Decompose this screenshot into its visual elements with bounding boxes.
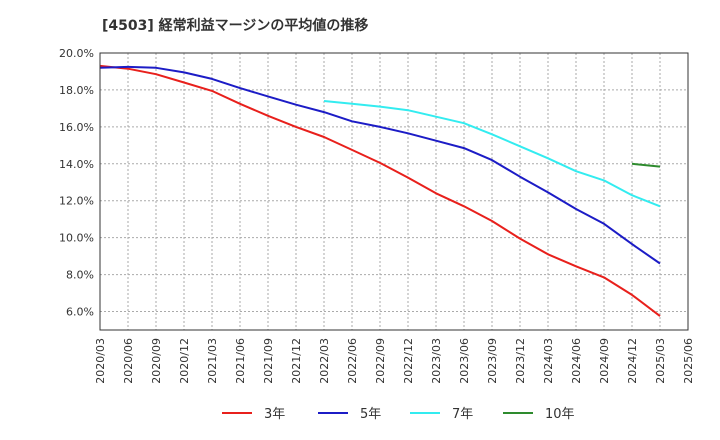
legend-label-3: 10年: [545, 407, 575, 422]
x-tick-label: 2020/12: [178, 338, 191, 384]
x-tick-label: 2023/09: [486, 338, 499, 384]
x-tick-label: 2021/06: [234, 338, 247, 384]
x-tick-label: 2022/03: [318, 338, 331, 384]
grid-layer: [100, 52, 688, 330]
x-tick-label: 2020/03: [94, 338, 107, 384]
y-tick-label: 20.0%: [59, 47, 94, 60]
x-tick-label: 2022/06: [346, 338, 359, 384]
series-line-3: [631, 162, 661, 168]
x-tick-label: 2024/06: [570, 338, 583, 384]
x-tick-label: 2021/03: [206, 338, 219, 384]
x-tick-label: 2025/06: [682, 338, 695, 384]
series-layer: [99, 64, 661, 317]
x-tick-label: 2022/09: [374, 338, 387, 384]
x-tick-label: 2024/03: [542, 338, 555, 384]
x-tick-label: 2025/03: [654, 338, 667, 384]
series-line-2: [323, 100, 661, 208]
y-axis-ticks: 6.0% 8.0% 10.0% 12.0% 14.0% 16.0% 18.0% 20.0%: [59, 47, 94, 319]
x-tick-label: 2020/06: [122, 338, 135, 384]
x-tick-label: 2024/12: [626, 338, 639, 384]
chart-title: [4503] 経常利益マージンの平均値の推移: [102, 17, 368, 34]
x-tick-label: 2021/09: [262, 338, 275, 384]
legend: 3年 5年 7年 10年: [222, 407, 575, 422]
x-tick-label: 2021/12: [290, 338, 303, 384]
x-tick-label: 2023/03: [430, 338, 443, 384]
y-tick-label: 10.0%: [59, 232, 94, 245]
y-tick-label: 8.0%: [66, 269, 94, 282]
x-tick-label: 2024/09: [598, 338, 611, 384]
legend-label-2: 7年: [452, 407, 473, 422]
legend-label-0: 3年: [264, 407, 285, 422]
legend-label-1: 5年: [360, 407, 381, 422]
x-tick-label: 2023/12: [514, 338, 527, 384]
x-tick-label: 2020/09: [150, 338, 163, 384]
plot-frame: [99, 52, 689, 331]
y-tick-label: 12.0%: [59, 195, 94, 208]
x-axis-ticks: 2020/03 2020/06 2020/09 2020/12 2021/03 2021/…: [94, 338, 695, 384]
y-tick-label: 6.0%: [66, 306, 94, 319]
y-tick-label: 16.0%: [59, 121, 94, 134]
series-line-1: [99, 65, 661, 265]
y-tick-label: 14.0%: [59, 158, 94, 171]
y-tick-label: 18.0%: [59, 84, 94, 97]
x-tick-label: 2022/12: [402, 338, 415, 384]
x-tick-label: 2023/06: [458, 338, 471, 384]
series-line-0: [99, 64, 661, 317]
